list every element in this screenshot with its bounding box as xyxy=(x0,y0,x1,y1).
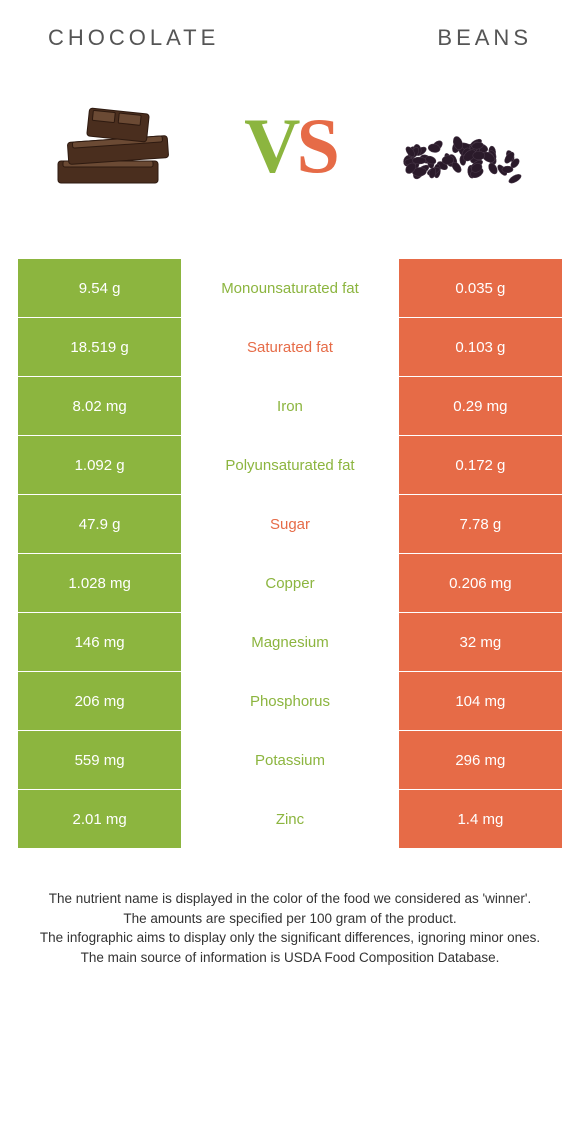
nutrient-label: Sugar xyxy=(181,495,399,554)
title-left: CHOCOLATE xyxy=(48,25,219,51)
nutrient-label: Magnesium xyxy=(181,613,399,672)
value-right: 7.78 g xyxy=(399,495,562,554)
value-left: 47.9 g xyxy=(18,495,181,554)
value-right: 104 mg xyxy=(399,672,562,731)
nutrient-label: Saturated fat xyxy=(181,318,399,377)
value-right: 296 mg xyxy=(399,731,562,790)
value-left: 2.01 mg xyxy=(18,790,181,849)
chocolate-image xyxy=(43,91,193,201)
nutrient-label: Phosphorus xyxy=(181,672,399,731)
value-left: 206 mg xyxy=(18,672,181,731)
footer-notes: The nutrient name is displayed in the co… xyxy=(18,889,562,967)
table-row: 47.9 gSugar7.78 g xyxy=(18,495,562,554)
table-row: 1.092 gPolyunsaturated fat0.172 g xyxy=(18,436,562,495)
value-right: 0.172 g xyxy=(399,436,562,495)
value-left: 559 mg xyxy=(18,731,181,790)
nutrient-label: Copper xyxy=(181,554,399,613)
footer-line: The amounts are specified per 100 gram o… xyxy=(22,909,558,929)
table-row: 1.028 mgCopper0.206 mg xyxy=(18,554,562,613)
vs-v: V xyxy=(244,101,296,191)
page: CHOCOLATE BEANS V S xyxy=(0,0,580,1144)
table-row: 9.54 gMonounsaturated fat0.035 g xyxy=(18,259,562,318)
title-right: BEANS xyxy=(437,25,532,51)
value-right: 0.29 mg xyxy=(399,377,562,436)
table-row: 8.02 mgIron0.29 mg xyxy=(18,377,562,436)
footer-line: The infographic aims to display only the… xyxy=(22,928,558,948)
value-left: 9.54 g xyxy=(18,259,181,318)
footer-line: The nutrient name is displayed in the co… xyxy=(22,889,558,909)
hero-row: V S xyxy=(18,61,562,231)
value-left: 8.02 mg xyxy=(18,377,181,436)
value-right: 0.206 mg xyxy=(399,554,562,613)
vs-s: S xyxy=(296,101,335,191)
value-right: 0.103 g xyxy=(399,318,562,377)
header: CHOCOLATE BEANS xyxy=(18,25,562,61)
nutrient-label: Iron xyxy=(181,377,399,436)
value-left: 1.092 g xyxy=(18,436,181,495)
nutrient-label: Polyunsaturated fat xyxy=(181,436,399,495)
value-left: 1.028 mg xyxy=(18,554,181,613)
table-row: 146 mgMagnesium32 mg xyxy=(18,613,562,672)
value-left: 146 mg xyxy=(18,613,181,672)
value-left: 18.519 g xyxy=(18,318,181,377)
nutrient-label: Potassium xyxy=(181,731,399,790)
value-right: 1.4 mg xyxy=(399,790,562,849)
value-right: 32 mg xyxy=(399,613,562,672)
table-row: 2.01 mgZinc1.4 mg xyxy=(18,790,562,849)
comparison-table: 9.54 gMonounsaturated fat0.035 g18.519 g… xyxy=(18,259,562,849)
vs-label: V S xyxy=(244,101,336,191)
table-row: 206 mgPhosphorus104 mg xyxy=(18,672,562,731)
beans-image xyxy=(387,91,537,201)
table-row: 559 mgPotassium296 mg xyxy=(18,731,562,790)
footer-line: The main source of information is USDA F… xyxy=(22,948,558,968)
table-row: 18.519 gSaturated fat0.103 g xyxy=(18,318,562,377)
nutrient-label: Zinc xyxy=(181,790,399,849)
nutrient-label: Monounsaturated fat xyxy=(181,259,399,318)
value-right: 0.035 g xyxy=(399,259,562,318)
